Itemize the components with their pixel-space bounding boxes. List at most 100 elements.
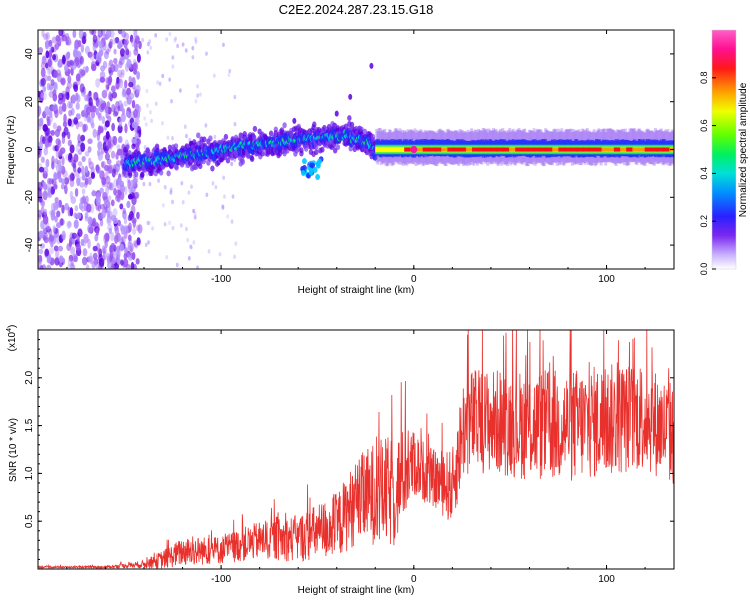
noise-blob	[42, 234, 47, 241]
noise-blob	[74, 205, 79, 212]
snr-ytick-label: 0.5	[24, 514, 35, 528]
noise-blob	[107, 141, 112, 149]
spec-xtick-label: 0	[411, 274, 417, 285]
line-red	[607, 147, 615, 152]
noise-blob	[52, 93, 58, 102]
noise-blob	[40, 77, 46, 87]
band-halo	[202, 136, 207, 143]
noise-blob	[147, 42, 150, 47]
noise-blob	[47, 57, 53, 68]
noise-blob	[64, 64, 69, 72]
noise-blob	[110, 85, 116, 93]
noise-blob	[45, 32, 51, 41]
noise-blob	[84, 165, 89, 174]
line-red	[626, 147, 634, 152]
noise-blob	[39, 264, 44, 269]
noise-blob	[109, 249, 114, 259]
noise-blob	[107, 224, 113, 232]
noise-blob	[169, 190, 173, 195]
noise-blob	[133, 192, 139, 199]
noise-blob	[41, 54, 46, 64]
noise-blob	[113, 106, 119, 116]
noise-blob	[194, 36, 198, 42]
noise-blob	[55, 158, 59, 165]
noise-blob	[111, 91, 118, 99]
line-red	[404, 147, 412, 152]
noise-blob	[111, 135, 116, 145]
noise-blob	[154, 33, 158, 38]
noise-blob	[111, 37, 117, 45]
noise-blob	[57, 139, 62, 148]
noise-blob	[110, 264, 116, 269]
line-red	[638, 147, 646, 152]
noise-blob	[135, 36, 140, 45]
noise-blob	[181, 199, 185, 205]
noise-blob	[163, 222, 167, 227]
line-red	[416, 147, 424, 152]
noise-blob	[117, 234, 123, 244]
colorbar-tick-label: 0.6	[699, 119, 709, 132]
noise-blob	[45, 140, 50, 149]
noise-blob	[138, 40, 142, 50]
band-halo	[174, 164, 179, 171]
line-red	[472, 147, 480, 152]
noise-blob	[39, 265, 44, 269]
noise-blob	[99, 76, 106, 83]
noise-blob	[136, 211, 140, 220]
snr-panel: -100 0 100 0.5 1.0 1.5 2.0 Height of straight …	[6, 325, 675, 596]
noise-blob	[84, 195, 89, 205]
noise-blob	[81, 35, 87, 45]
noise-blob	[120, 259, 124, 266]
noise-blob	[145, 172, 149, 177]
noise-blob	[76, 212, 82, 220]
noise-blob	[45, 50, 50, 59]
noise-blob	[47, 58, 52, 67]
noise-blob	[60, 77, 66, 86]
noise-blob	[38, 254, 43, 263]
noise-blob	[52, 181, 58, 188]
noise-blob	[123, 32, 130, 41]
noise-blob	[63, 126, 69, 136]
noise-blob	[205, 51, 208, 56]
noise-blob	[72, 30, 77, 39]
noise-blob	[131, 252, 136, 261]
noise-blob	[69, 207, 74, 217]
noise-blob	[230, 161, 234, 167]
band-halo	[359, 126, 364, 133]
noise-blob	[67, 100, 72, 109]
noise-blob	[95, 78, 101, 88]
noise-blob	[38, 190, 43, 199]
outlier-blob	[369, 62, 374, 69]
noise-blob	[196, 84, 199, 89]
band-halo	[314, 143, 319, 150]
noise-blob	[117, 30, 123, 35]
noise-blob	[194, 39, 198, 44]
noise-blob	[124, 47, 129, 56]
noise-blob	[106, 84, 110, 90]
noise-blob	[131, 121, 137, 129]
line-red	[595, 147, 603, 152]
noise-blob	[61, 136, 66, 144]
noise-blob	[40, 67, 46, 78]
outlier-blob	[334, 110, 339, 117]
noise-blob	[117, 177, 122, 186]
spec-ytick-label: 20	[24, 96, 35, 108]
noise-blob	[104, 105, 109, 114]
outlier-blob	[292, 117, 297, 124]
noise-blob	[122, 207, 126, 215]
noise-blob	[168, 77, 172, 82]
band-halo	[234, 151, 239, 158]
snr-ytick-label: 1.0	[24, 466, 35, 480]
noise-blob	[42, 227, 49, 235]
noise-blob	[95, 59, 100, 67]
noise-blob	[126, 200, 131, 209]
noise-blob	[112, 111, 119, 117]
noise-blob	[181, 42, 185, 47]
noise-blob	[89, 104, 95, 113]
line-red	[650, 147, 658, 152]
noise-blob	[141, 37, 144, 43]
noise-blob	[42, 85, 47, 93]
noise-blob	[45, 226, 52, 233]
noise-blob	[137, 224, 143, 234]
noise-blob	[112, 217, 119, 225]
